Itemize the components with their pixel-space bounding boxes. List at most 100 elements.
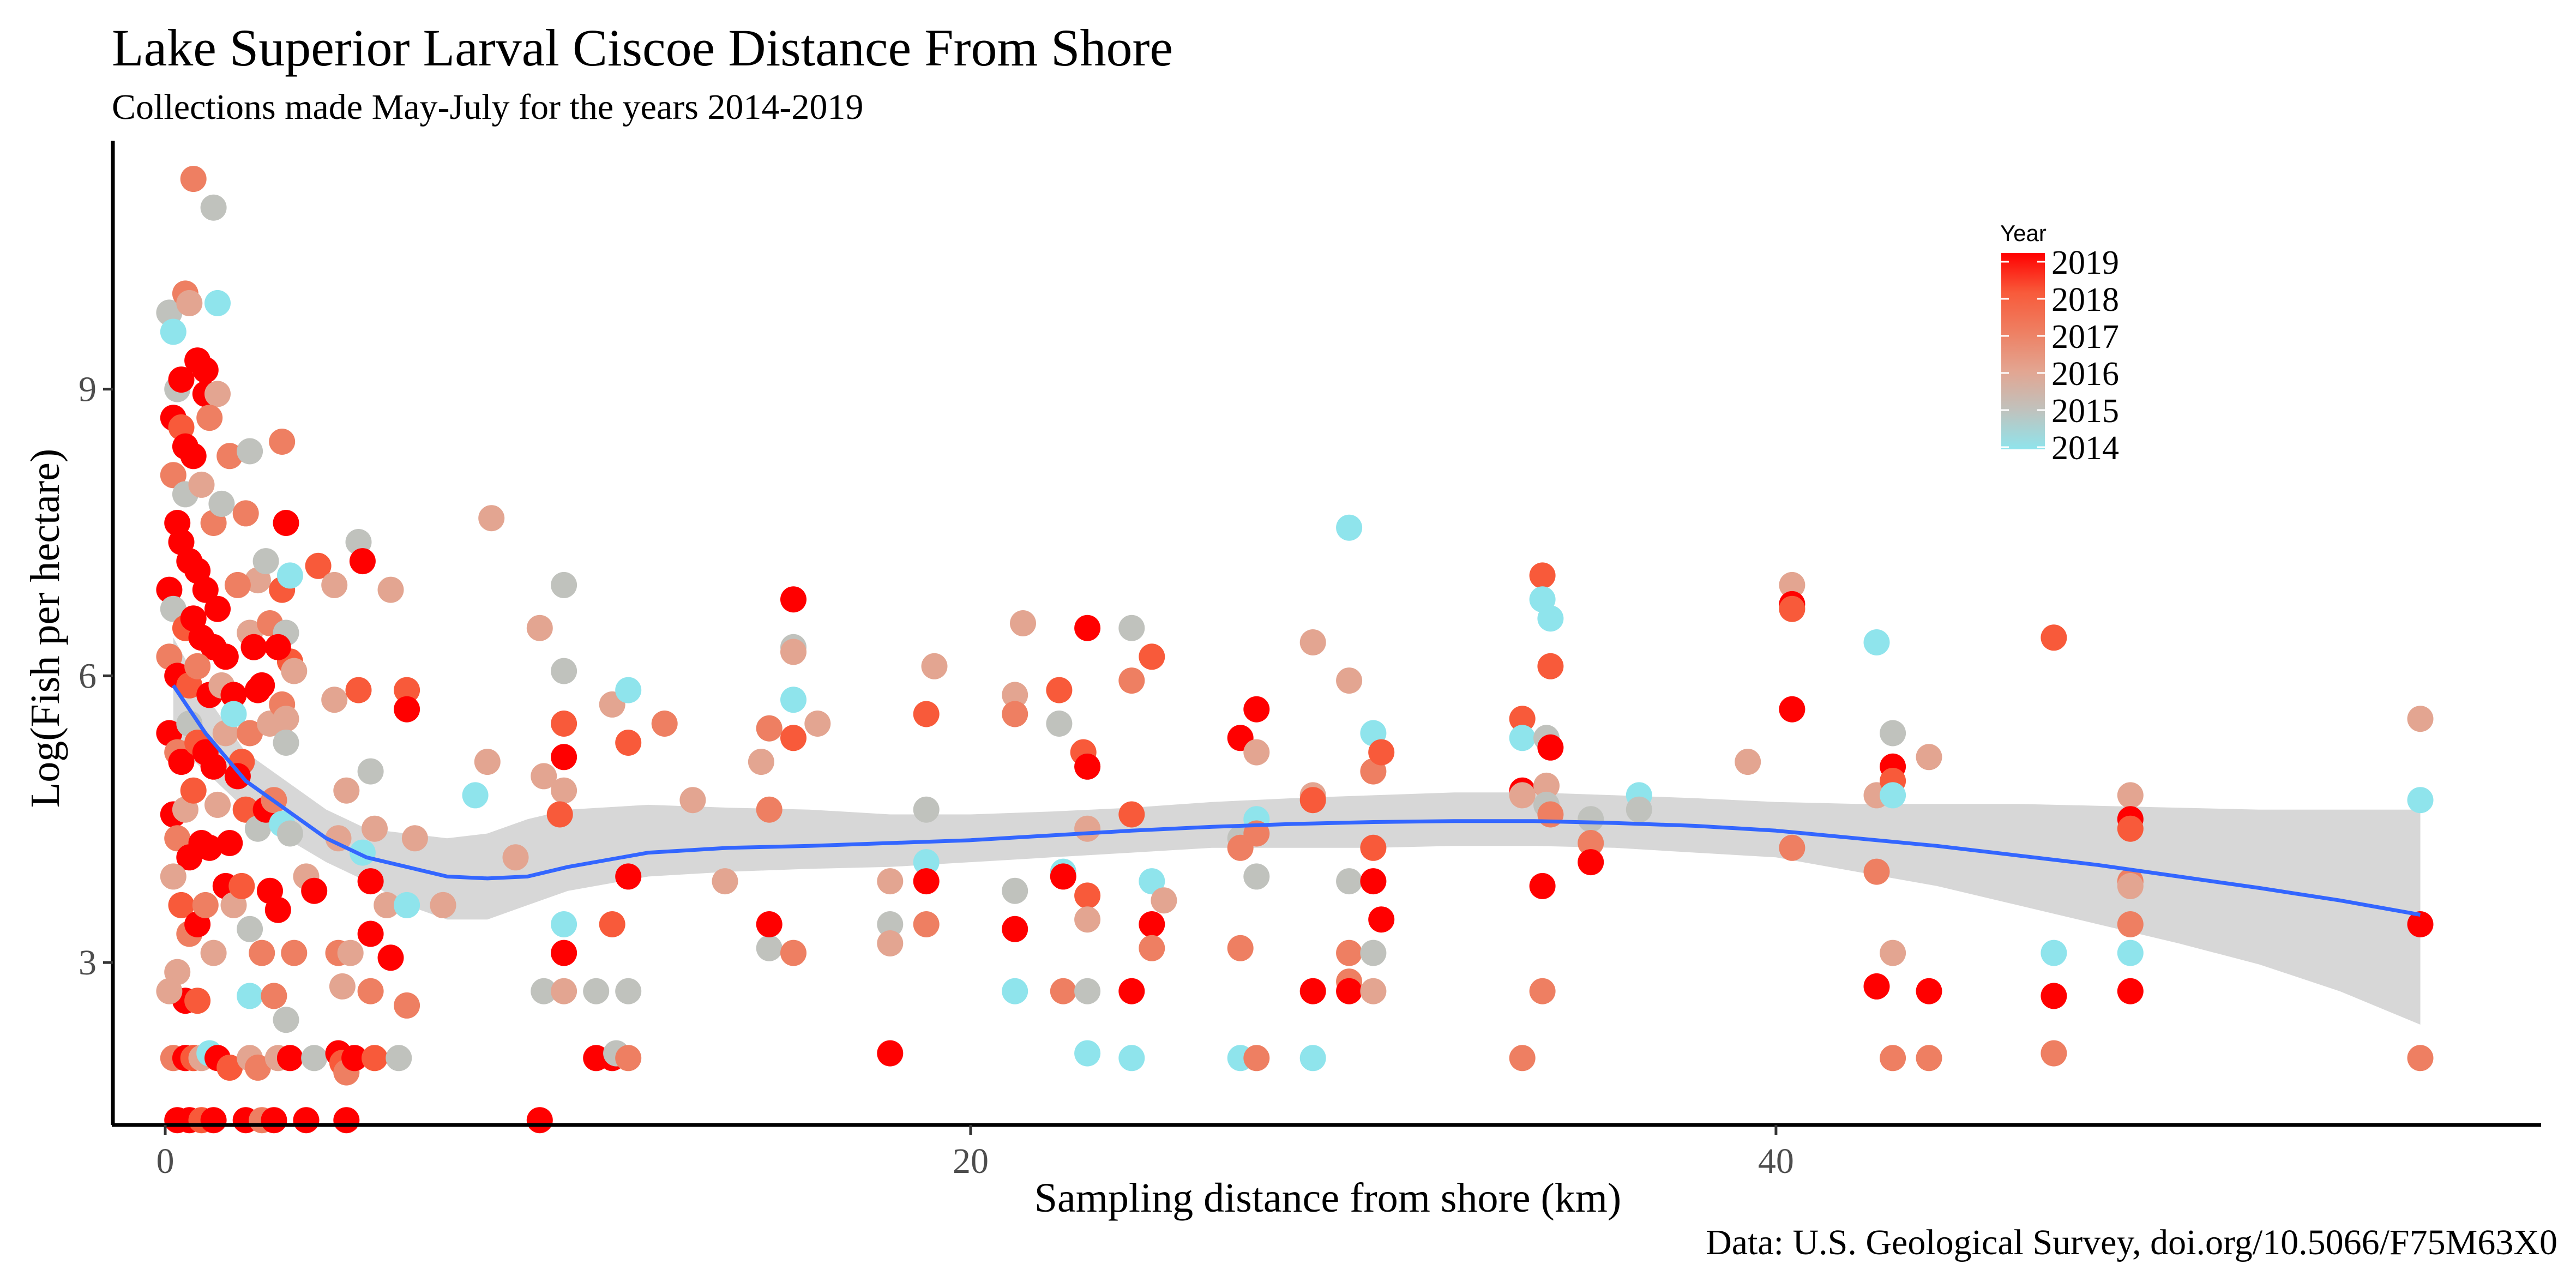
data-point — [1880, 720, 1906, 747]
data-point — [1880, 782, 1906, 809]
data-point — [1046, 711, 1073, 737]
chart-caption: Data: U.S. Geological Survey, doi.org/10… — [1706, 1223, 2557, 1262]
y-tick-label: 3 — [79, 943, 97, 983]
data-point — [232, 500, 259, 527]
data-point — [216, 830, 243, 856]
data-point — [1074, 978, 1101, 1004]
legend-label: 2014 — [2051, 430, 2119, 467]
data-point — [401, 825, 428, 852]
x-tick-label: 40 — [1758, 1141, 1794, 1181]
data-point — [164, 825, 191, 852]
data-point — [804, 711, 831, 737]
data-point — [377, 944, 404, 971]
data-point — [204, 791, 231, 818]
data-point — [200, 194, 227, 221]
data-point — [1118, 667, 1145, 694]
chart-subtitle: Collections made May-July for the years … — [112, 87, 863, 127]
data-point — [1509, 782, 1536, 809]
data-point — [1002, 701, 1028, 727]
data-point — [551, 777, 577, 804]
data-point — [1050, 978, 1076, 1004]
data-point — [341, 1045, 368, 1072]
data-point — [2041, 624, 2067, 651]
data-point — [2117, 940, 2144, 966]
data-point — [333, 1107, 360, 1134]
data-point — [237, 916, 263, 942]
data-point — [252, 548, 279, 575]
x-tick-label: 20 — [953, 1141, 989, 1181]
data-point — [1002, 978, 1028, 1004]
data-point — [204, 381, 231, 407]
data-point — [756, 796, 783, 823]
data-point — [1509, 706, 1536, 732]
data-point — [168, 749, 195, 775]
data-point — [305, 552, 332, 579]
data-point — [224, 571, 251, 598]
data-point — [237, 438, 263, 465]
data-point — [2117, 911, 2144, 937]
data-point — [394, 992, 420, 1019]
data-point — [2041, 1040, 2067, 1067]
data-point — [2117, 872, 2144, 899]
data-point — [1074, 906, 1101, 933]
data-point — [2041, 940, 2067, 966]
data-point — [244, 677, 271, 703]
data-point — [273, 1007, 299, 1033]
data-point — [281, 940, 308, 966]
data-point — [224, 763, 251, 790]
data-point — [261, 983, 287, 1009]
data-point — [345, 677, 372, 703]
data-point — [551, 744, 577, 771]
data-point — [756, 935, 783, 961]
data-point — [1916, 978, 1942, 1004]
data-point — [386, 1045, 412, 1072]
data-point — [780, 940, 806, 966]
data-point — [913, 701, 940, 727]
data-point — [1299, 978, 1326, 1004]
data-point — [1916, 1045, 1942, 1072]
data-point — [780, 639, 806, 665]
data-point — [249, 940, 275, 966]
data-point — [321, 571, 348, 598]
data-point — [780, 586, 806, 613]
data-point — [551, 911, 577, 937]
data-point — [1529, 562, 1556, 589]
data-point — [2407, 706, 2434, 732]
data-point — [1010, 610, 1036, 636]
data-point — [1243, 1045, 1270, 1072]
data-point — [168, 892, 195, 918]
legend-title: Year — [2000, 220, 2047, 246]
data-point — [502, 844, 529, 871]
data-point — [276, 820, 303, 847]
data-point — [780, 725, 806, 751]
data-point — [261, 1107, 287, 1134]
legend-label: 2019 — [2051, 244, 2119, 281]
data-point — [877, 911, 904, 937]
data-point — [1336, 868, 1363, 895]
data-point — [551, 571, 577, 598]
data-point — [551, 711, 577, 737]
data-point — [1529, 978, 1556, 1004]
data-point — [196, 405, 223, 431]
data-point — [184, 653, 211, 679]
data-point — [220, 701, 247, 727]
data-point — [1537, 653, 1564, 679]
data-point — [240, 634, 267, 660]
data-point — [362, 815, 388, 842]
data-point — [325, 825, 352, 852]
data-point — [349, 548, 376, 575]
data-point — [1074, 753, 1101, 780]
data-point — [615, 730, 642, 756]
data-point — [1118, 1045, 1145, 1072]
data-point — [1050, 863, 1076, 890]
data-point — [1360, 978, 1387, 1004]
data-point — [599, 911, 625, 937]
data-point — [1074, 615, 1101, 641]
data-point — [264, 896, 291, 923]
data-point — [394, 696, 420, 723]
data-point — [877, 868, 904, 895]
data-point — [276, 562, 303, 589]
data-point — [216, 1054, 243, 1081]
